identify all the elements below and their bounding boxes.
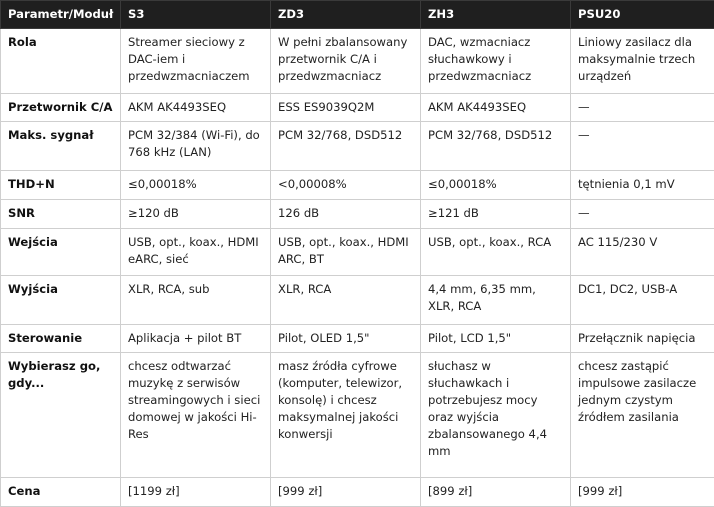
row-label: Wyjścia (1, 276, 121, 325)
cell: 126 dB (271, 200, 421, 229)
cell: Pilot, OLED 1,5" (271, 325, 421, 353)
cell: AKM AK4493SEQ (121, 94, 271, 122)
row-label: SNR (1, 200, 121, 229)
row-label: Rola (1, 29, 121, 94)
header-cell: S3 (121, 1, 271, 29)
cell: chcesz zastąpić impulsowe zasilacze jedn… (571, 353, 714, 478)
cell: Liniowy zasilacz dla maksymalnie trzech … (571, 29, 714, 94)
cell: chcesz odtwarzać muzykę z serwisów strea… (121, 353, 271, 478)
cell: [899 zł] (421, 478, 571, 507)
cell: masz źródła cyfrowe (komputer, telewizor… (271, 353, 421, 478)
table-row: Wybierasz go, gdy...chcesz odtwarzać muz… (1, 353, 714, 478)
cell: DAC, wzmacniacz słuchawkowy i przedwzmac… (421, 29, 571, 94)
cell: — (571, 200, 714, 229)
cell: ≥121 dB (421, 200, 571, 229)
row-label: Maks. sygnał (1, 122, 121, 171)
cell: <0,00008% (271, 171, 421, 200)
cell: PCM 32/768, DSD512 (271, 122, 421, 171)
row-label: Sterowanie (1, 325, 121, 353)
cell: Pilot, LCD 1,5" (421, 325, 571, 353)
header-cell: Parametr/Moduł (1, 1, 121, 29)
cell: PCM 32/384 (Wi-Fi), do 768 kHz (LAN) (121, 122, 271, 171)
cell: ≤0,00018% (421, 171, 571, 200)
cell: W pełni zbalansowany przetwornik C/A i p… (271, 29, 421, 94)
cell: PCM 32/768, DSD512 (421, 122, 571, 171)
table-row: THD+N≤0,00018%<0,00008%≤0,00018%tętnieni… (1, 171, 714, 200)
row-label: Wejścia (1, 229, 121, 276)
cell: XLR, RCA (271, 276, 421, 325)
cell: USB, opt., koax., RCA (421, 229, 571, 276)
cell: ESS ES9039Q2M (271, 94, 421, 122)
cell: — (571, 94, 714, 122)
cell: AC 115/230 V (571, 229, 714, 276)
cell: [999 zł] (571, 478, 714, 507)
cell: 4,4 mm, 6,35 mm, XLR, RCA (421, 276, 571, 325)
cell: XLR, RCA, sub (121, 276, 271, 325)
cell: [999 zł] (271, 478, 421, 507)
row-label: Wybierasz go, gdy... (1, 353, 121, 478)
cell: USB, opt., koax., HDMI eARC, sieć (121, 229, 271, 276)
cell: [1199 zł] (121, 478, 271, 507)
cell: ≤0,00018% (121, 171, 271, 200)
header-cell: PSU20 (571, 1, 714, 29)
cell: tętnienia 0,1 mV (571, 171, 714, 200)
cell: DC1, DC2, USB-A (571, 276, 714, 325)
cell: — (571, 122, 714, 171)
row-label: THD+N (1, 171, 121, 200)
cell: Aplikacja + pilot BT (121, 325, 271, 353)
row-label: Cena (1, 478, 121, 507)
cell: Przełącznik napięcia (571, 325, 714, 353)
cell: ≥120 dB (121, 200, 271, 229)
page: {"table": { "header": ["Parametr/Moduł",… (0, 0, 714, 495)
cell: Streamer sieciowy z DAC-iem i przedwzmac… (121, 29, 271, 94)
table-row: Cena[1199 zł][999 zł][899 zł][999 zł] (1, 478, 714, 507)
row-label: Przetwornik C/A (1, 94, 121, 122)
cell: AKM AK4493SEQ (421, 94, 571, 122)
cell: USB, opt., koax., HDMI ARC, BT (271, 229, 421, 276)
header-cell: ZH3 (421, 1, 571, 29)
header-cell: ZD3 (271, 1, 421, 29)
cell: słuchasz w słuchawkach i potrzebujesz mo… (421, 353, 571, 478)
